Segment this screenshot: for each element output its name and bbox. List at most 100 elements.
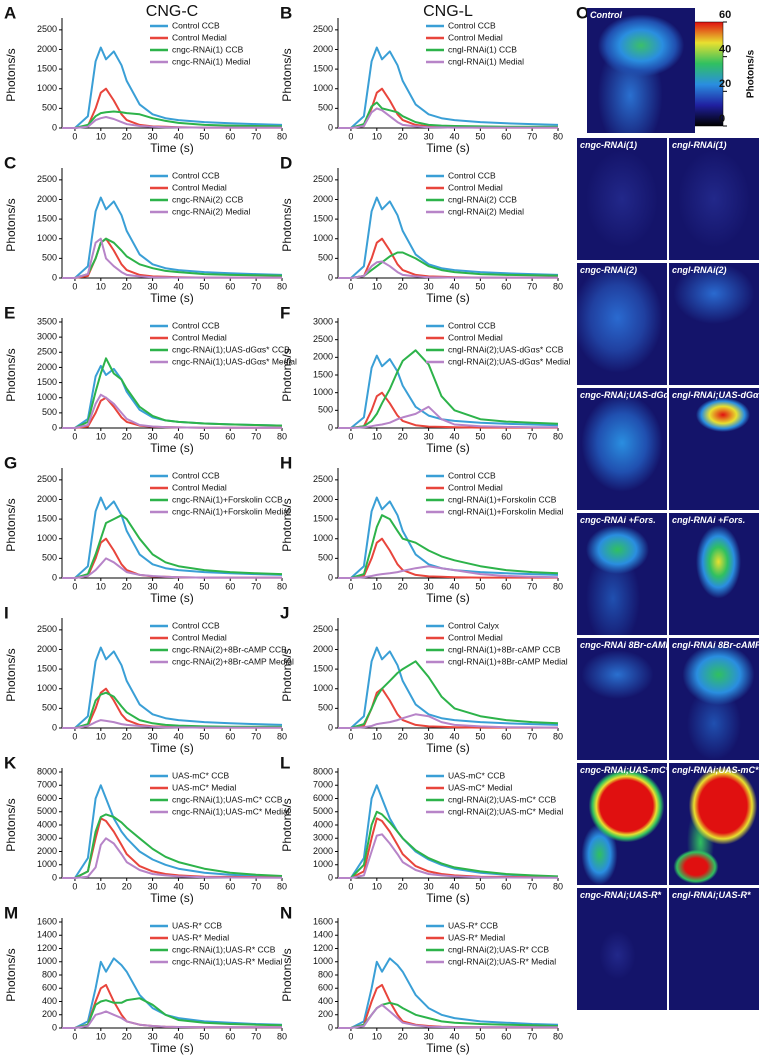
legend-label: Control Medial: [448, 332, 503, 342]
series-line: [338, 405, 558, 429]
x-tick-label: 30: [424, 281, 434, 291]
x-tick-label: 30: [424, 431, 434, 441]
legend-label: UAS-R* Medial: [448, 932, 505, 942]
y-tick-label: 1500: [313, 663, 333, 673]
legend-label: Control Medial: [172, 632, 227, 642]
x-tick-label: 0: [348, 281, 353, 291]
series-line: [338, 46, 559, 129]
y-tick-label: 3000: [37, 833, 57, 843]
x-axis-label: Time (s): [150, 591, 194, 605]
x-tick-label: 60: [501, 131, 511, 141]
x-tick-label: 60: [225, 131, 235, 141]
panel-letter: J: [280, 603, 289, 622]
y-tick-label: 3000: [37, 332, 57, 342]
x-tick-label: 70: [527, 881, 537, 891]
y-tick-label: 200: [318, 1009, 333, 1019]
x-tick-label: 40: [449, 881, 459, 891]
series-line: [338, 833, 559, 879]
panel-letter: M: [4, 903, 18, 922]
y-tick-label: 1500: [313, 63, 333, 73]
image-caption: Control: [590, 10, 622, 20]
image-caption: cngl-RNAi(1): [672, 140, 727, 150]
x-tick-label: 10: [96, 281, 106, 291]
x-tick-label: 30: [424, 731, 434, 741]
series-line: [62, 719, 282, 729]
x-tick-label: 80: [553, 431, 563, 441]
x-tick-label: 50: [475, 1031, 485, 1041]
column-header: CNG-C: [146, 3, 198, 20]
x-tick-label: 0: [72, 281, 77, 291]
y-tick-label: 500: [42, 253, 57, 263]
y-tick-label: 1500: [313, 369, 333, 379]
y-tick-label: 1500: [313, 513, 333, 523]
x-tick-label: 20: [122, 731, 132, 741]
y-tick-label: 1500: [313, 213, 333, 223]
x-tick-label: 20: [398, 881, 408, 891]
series-line: [62, 496, 283, 579]
x-tick-label: 80: [553, 881, 563, 891]
legend-label: Control Medial: [172, 182, 227, 192]
y-tick-label: 1000: [313, 533, 333, 543]
series-line: [338, 101, 558, 129]
y-tick-label: 3000: [313, 833, 333, 843]
y-tick-label: 1500: [37, 213, 57, 223]
x-tick-label: 40: [449, 431, 459, 441]
colorbar: [690, 21, 724, 127]
legend-label: Control CCB: [448, 20, 496, 30]
y-tick-label: 8000: [313, 766, 333, 776]
y-tick-label: 1200: [37, 943, 57, 953]
x-tick-label: 10: [96, 1031, 106, 1041]
legend-label: cngl-RNAi(2) CCB: [448, 194, 517, 204]
heatmap-image: cngl-RNAi;UAS-R*: [669, 888, 759, 1010]
x-tick-label: 10: [96, 131, 106, 141]
y-tick-label: 1000: [313, 683, 333, 693]
series-line: [62, 837, 283, 879]
y-tick-label: 400: [318, 996, 333, 1006]
x-tick-label: 10: [372, 1031, 382, 1041]
legend-label: Control CCB: [448, 320, 496, 330]
x-tick-label: 0: [348, 1031, 353, 1041]
image-caption: cngl-RNAi;UAS-dGαs*: [672, 390, 759, 400]
y-tick-label: 1000: [37, 83, 57, 93]
x-tick-label: 50: [199, 881, 209, 891]
y-tick-label: 0: [328, 272, 333, 282]
x-tick-label: 40: [449, 281, 459, 291]
series-line: [62, 110, 283, 129]
x-tick-label: 0: [72, 1031, 77, 1041]
series-line: [62, 784, 283, 879]
legend-label: cngc-RNAi(1)+Forskolin Medial: [172, 506, 290, 516]
y-tick-label: 2000: [313, 352, 333, 362]
heatmap-image: cngc-RNAi;UAS-R*: [577, 888, 667, 1010]
legend-label: Control CCB: [172, 320, 220, 330]
y-tick-label: 2500: [37, 474, 57, 484]
y-tick-label: 2500: [313, 624, 333, 634]
y-tick-label: 7000: [313, 780, 333, 790]
panel-letter: K: [4, 753, 17, 772]
y-tick-label: 2500: [37, 174, 57, 184]
x-tick-label: 80: [277, 881, 287, 891]
series-line: [338, 391, 558, 429]
y-tick-label: 1000: [313, 859, 333, 869]
x-axis-label: Time (s): [150, 891, 194, 905]
y-tick-label: 1000: [313, 233, 333, 243]
y-tick-label: 2000: [37, 644, 57, 654]
x-tick-label: 20: [122, 431, 132, 441]
legend-label: cngc-RNAi(1);UAS-mC* Medial: [172, 806, 290, 816]
x-tick-label: 70: [527, 131, 537, 141]
y-tick-label: 1000: [37, 392, 57, 402]
y-tick-label: 1200: [313, 943, 333, 953]
y-tick-label: 2000: [313, 44, 333, 54]
y-tick-label: 6000: [37, 793, 57, 803]
x-tick-label: 20: [398, 1031, 408, 1041]
x-tick-label: 50: [475, 281, 485, 291]
legend-label: cngc-RNAi(1)+Forskolin CCB: [172, 494, 283, 504]
legend-label: UAS-R* CCB: [172, 920, 222, 930]
legend-label: cngc-RNAi(2) CCB: [172, 194, 244, 204]
y-axis-label: Photons/s: [280, 48, 294, 101]
y-tick-label: 1600: [37, 916, 57, 926]
series-line: [62, 997, 283, 1029]
x-tick-label: 20: [122, 881, 132, 891]
y-tick-label: 1000: [37, 683, 57, 693]
series-line: [338, 349, 559, 429]
